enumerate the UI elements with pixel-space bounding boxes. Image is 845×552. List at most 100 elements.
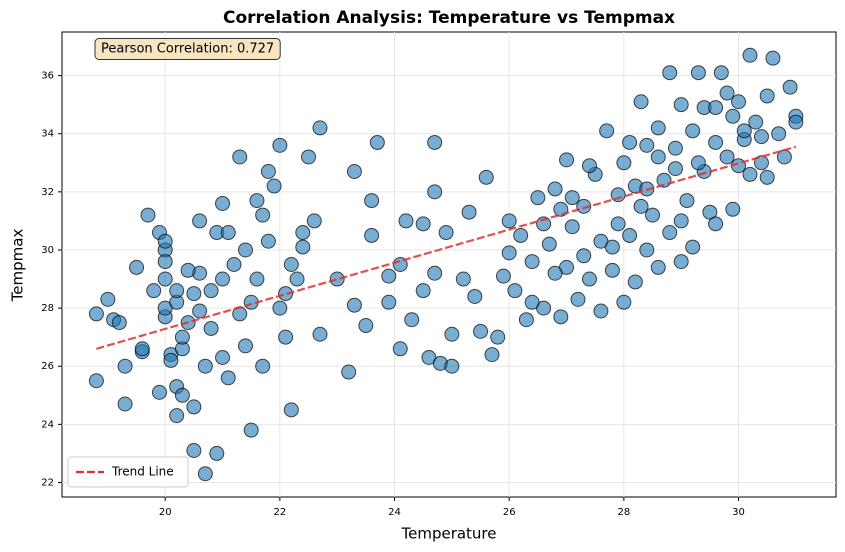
x-tick-label: 20 <box>159 507 172 518</box>
scatter-point <box>444 326 460 342</box>
scatter-point <box>381 268 397 284</box>
scatter-point <box>673 97 689 113</box>
scatter-point <box>725 201 741 217</box>
scatter-point <box>427 184 443 200</box>
scatter-point <box>507 283 523 299</box>
scatter-point <box>249 193 265 209</box>
scatter-point <box>415 283 431 299</box>
y-tick-label: 24 <box>41 419 54 430</box>
scatter-point <box>369 134 385 150</box>
scatter-point <box>237 242 253 258</box>
scatter-point <box>157 233 173 249</box>
scatter-point <box>616 294 632 310</box>
y-tick-label: 32 <box>41 187 54 198</box>
scatter-point <box>765 50 781 66</box>
scatter-point <box>329 271 345 287</box>
scatter-point <box>490 329 506 345</box>
scatter-point <box>576 198 592 214</box>
scatter-point <box>278 329 294 345</box>
scatter-point <box>484 347 500 363</box>
scatter-point <box>243 422 259 438</box>
scatter-point <box>283 257 299 272</box>
legend-label: Trend Line <box>111 465 174 479</box>
scatter-point <box>708 216 724 232</box>
x-axis-label: Temperature <box>400 525 496 543</box>
scatter-point <box>129 259 145 275</box>
scatter-point <box>192 213 208 229</box>
scatter-point <box>272 300 288 316</box>
scatter-point <box>553 309 569 325</box>
scatter-point <box>455 271 471 287</box>
scatter-point <box>203 283 219 299</box>
scatter-point <box>736 123 752 139</box>
scatter-point <box>203 320 219 336</box>
scatter-point <box>151 384 167 400</box>
scatter-point <box>610 187 626 203</box>
scatter-point <box>622 134 638 150</box>
scatter-point <box>215 195 231 211</box>
scatter-point <box>501 245 517 261</box>
scatter-point <box>272 137 288 153</box>
y-tick-label: 28 <box>41 303 54 314</box>
scatter-point <box>192 303 208 319</box>
scatter-point <box>220 225 236 241</box>
scatter-point <box>547 265 563 281</box>
scatter-point <box>564 219 580 235</box>
x-tick-label: 28 <box>617 507 630 518</box>
y-tick-label: 26 <box>41 361 54 372</box>
scatter-point <box>622 227 638 243</box>
scatter-point <box>501 213 517 229</box>
plot-frame <box>61 31 837 498</box>
scatter-point <box>633 198 649 214</box>
scatter-point <box>444 358 460 374</box>
scatter-point <box>117 396 133 412</box>
scatter-point <box>753 129 769 145</box>
scatter-point <box>186 443 202 458</box>
scatter-point <box>599 123 615 139</box>
x-tick-label: 26 <box>503 507 516 518</box>
scatter-point <box>547 181 563 197</box>
scatter-point <box>753 155 769 171</box>
scatter-point <box>685 123 701 139</box>
scatter-point <box>719 85 735 101</box>
scatter-point <box>667 140 683 156</box>
scatter-point <box>306 213 322 229</box>
scatter-point <box>88 373 104 389</box>
scatter-point <box>209 445 225 461</box>
scatter-point <box>220 370 236 386</box>
y-tick-label: 22 <box>41 477 54 488</box>
scatter-point <box>524 294 540 310</box>
scatter-point <box>748 114 764 130</box>
scatter-point <box>404 312 420 328</box>
scatter-point <box>289 271 305 287</box>
scatter-point <box>478 169 494 185</box>
scatter-point <box>604 239 620 255</box>
scatter-point <box>364 227 380 243</box>
scatter-point <box>169 283 185 299</box>
scatter-point <box>570 291 586 307</box>
scatter-point <box>249 271 265 287</box>
scatter-point <box>473 323 489 339</box>
chart-title: Correlation Analysis: Temperature vs Tem… <box>223 8 675 28</box>
scatter-point <box>673 254 689 270</box>
scatter-point <box>312 326 328 342</box>
scatter-point <box>364 193 380 209</box>
scatter-point <box>662 65 678 81</box>
scatter-point <box>341 364 357 380</box>
x-tick-label: 24 <box>388 507 401 518</box>
scatter-point <box>255 207 271 223</box>
scatter-point <box>782 79 798 95</box>
scatter-point <box>725 108 741 124</box>
scatter-point <box>163 352 179 368</box>
scatter-point <box>576 248 592 264</box>
scatter-point <box>788 114 804 130</box>
scatter-point <box>283 402 299 418</box>
scatter-point <box>616 155 632 171</box>
scatter-point <box>650 149 666 165</box>
scatter-point <box>524 254 540 270</box>
scatter-point <box>215 350 231 365</box>
scatter-point <box>662 225 678 241</box>
scatter-point <box>639 242 655 258</box>
scatter-point <box>593 303 609 319</box>
scatter-point <box>518 312 534 328</box>
